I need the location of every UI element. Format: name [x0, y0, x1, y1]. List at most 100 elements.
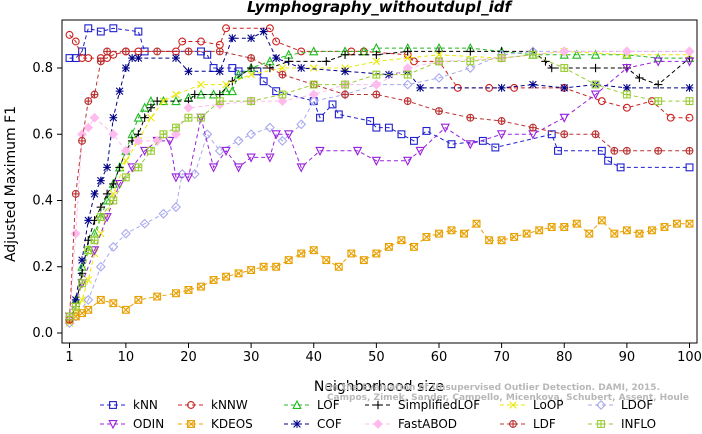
data-point [371, 79, 382, 90]
data-point [660, 223, 669, 231]
data-point [84, 54, 93, 63]
data-point [71, 37, 80, 46]
data-point [78, 256, 86, 265]
legend-marker [187, 420, 195, 428]
series-kdeos [65, 216, 694, 324]
data-point [222, 272, 231, 281]
data-point [585, 229, 594, 238]
data-point [109, 24, 118, 33]
data-point [685, 146, 694, 155]
data-point [297, 47, 306, 56]
data-point [604, 156, 613, 165]
data-point [591, 80, 600, 89]
data-point [121, 47, 130, 56]
data-point [403, 54, 412, 62]
data-point [685, 83, 694, 92]
data-point [296, 119, 307, 130]
data-point [590, 90, 601, 100]
data-point [133, 112, 144, 122]
data-point [71, 295, 80, 304]
data-point [497, 54, 506, 63]
data-point [340, 50, 350, 59]
legend: kNN kNNW LOF SimplifiedLOF LoOP LDOF ODIN KDEOS… [100, 398, 656, 431]
data-point [197, 80, 205, 89]
data-point [121, 305, 130, 314]
data-point [78, 296, 86, 304]
data-point [215, 47, 224, 56]
data-point [384, 123, 393, 132]
data-point [84, 305, 93, 314]
data-point [247, 266, 256, 275]
data-point [214, 145, 225, 156]
data-point [134, 163, 143, 172]
series-inflo [65, 50, 694, 321]
series-odin [64, 57, 695, 322]
data-point [328, 100, 337, 109]
data-point [435, 107, 443, 116]
legend-item-odin: ODIN [100, 417, 164, 431]
data-point [247, 34, 256, 43]
data-point [96, 57, 105, 66]
data-point [264, 122, 275, 133]
data-point [139, 218, 150, 229]
data-point [172, 54, 180, 62]
data-point [96, 213, 105, 222]
data-point [83, 294, 94, 305]
data-point [622, 146, 631, 155]
legend-item-ldf: LDF [500, 417, 556, 431]
data-point [96, 202, 106, 212]
data-point [227, 85, 238, 96]
data-point [622, 90, 631, 99]
series-layer [64, 24, 695, 329]
data-point [228, 34, 237, 43]
data-point [71, 189, 80, 198]
data-point [197, 282, 205, 291]
legend-item-lof: LOF [284, 398, 340, 412]
series-ldf [65, 47, 694, 324]
data-point [233, 135, 244, 146]
x-tick-label: 30 [243, 350, 260, 365]
y-tick-label: 0.6 [32, 127, 53, 142]
data-point [147, 113, 155, 122]
data-point [322, 57, 331, 66]
data-point [415, 146, 425, 157]
data-point [685, 113, 694, 122]
data-point [684, 57, 695, 67]
data-point [465, 140, 476, 150]
data-point [673, 219, 681, 228]
legend-label: ODIN [133, 417, 164, 431]
plot-frame [61, 19, 698, 344]
data-point [103, 163, 111, 172]
data-point [496, 130, 507, 140]
data-point [309, 64, 318, 72]
data-point [247, 97, 256, 106]
data-point [315, 146, 325, 157]
legend-label: FastABOD [398, 417, 457, 431]
legend-marker [597, 420, 605, 428]
data-point [434, 72, 444, 83]
series-simplifiedlof [65, 47, 694, 324]
data-point [102, 213, 112, 223]
data-point [447, 140, 456, 149]
data-point [221, 146, 231, 157]
data-point [178, 37, 187, 46]
x-tick-label: 60 [431, 350, 448, 365]
data-point [278, 64, 287, 72]
data-point [234, 269, 243, 278]
data-point [139, 102, 150, 112]
data-point [133, 135, 144, 146]
data-point [134, 295, 143, 304]
y-tick-label: 0.2 [32, 260, 53, 275]
data-point [366, 117, 375, 125]
data-point [122, 156, 130, 165]
data-point [134, 27, 143, 36]
x-tick-label: 90 [619, 350, 636, 365]
data-point [610, 229, 619, 238]
data-point [422, 232, 431, 241]
legend-label: LoOP [533, 398, 564, 412]
data-point [297, 64, 306, 72]
series-loop [65, 47, 694, 327]
legend-item-loop: LoOP [500, 398, 564, 412]
legend-marker [109, 401, 117, 409]
data-point [197, 37, 205, 46]
